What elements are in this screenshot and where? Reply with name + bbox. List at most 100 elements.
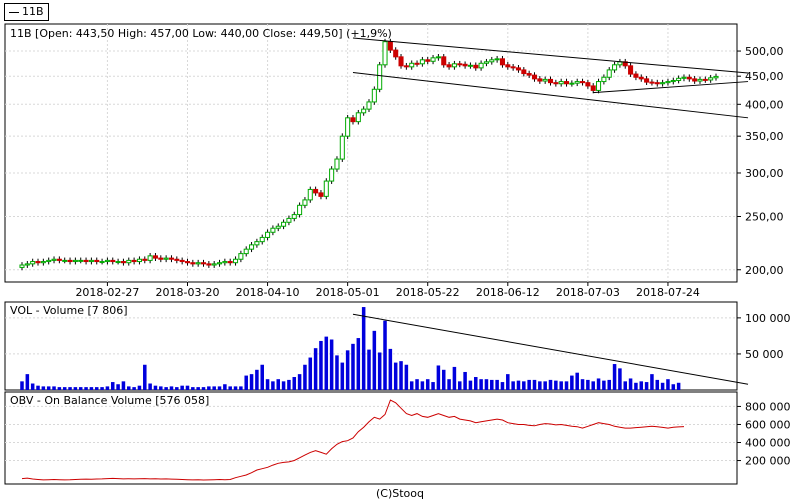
volume-bar: [244, 375, 248, 390]
up-candle: [238, 250, 244, 263]
up-candle: [291, 211, 297, 222]
up-candle: [249, 242, 255, 253]
candle-body: [126, 259, 132, 264]
volume-bar: [447, 379, 451, 390]
legend-ticker: 11B: [22, 5, 44, 18]
candle-body: [168, 257, 175, 260]
down-candle: [580, 78, 586, 86]
volume-bar: [596, 378, 601, 390]
candle-body: [446, 64, 452, 68]
candle-body: [184, 261, 191, 264]
down-candle: [206, 261, 212, 268]
candle-body: [249, 244, 255, 250]
candle-body: [206, 263, 212, 266]
candle-body: [152, 255, 158, 259]
candle-body: [83, 259, 89, 263]
candle-body: [179, 259, 185, 263]
candle-body: [654, 82, 660, 85]
volume-y-tick-label: 50 000: [745, 348, 784, 361]
price-y-tick-label: 250,00: [745, 210, 784, 223]
down-candle: [174, 256, 180, 264]
volume-bar: [586, 379, 590, 390]
volume-bar: [388, 348, 393, 390]
up-candle: [104, 257, 110, 265]
candle-body: [131, 259, 137, 263]
obv-panel-frame: [4, 391, 738, 485]
up-candle: [574, 78, 580, 87]
up-candle: [51, 256, 57, 264]
candle-body: [702, 78, 708, 81]
candle-body: [478, 62, 484, 69]
volume-bar: [671, 384, 676, 390]
up-candle: [483, 58, 489, 67]
obv-y-tick-label: 200 000: [745, 455, 791, 468]
up-candle: [275, 223, 281, 232]
volume-bar: [319, 340, 323, 390]
down-candle: [131, 257, 137, 265]
volume-bar: [276, 379, 281, 390]
volume-bar: [94, 387, 99, 390]
volume-bar: [564, 381, 569, 390]
down-candle: [531, 72, 538, 82]
legend-line-swatch: [9, 11, 19, 13]
x-tick-label: 2018-04-10: [236, 286, 300, 299]
date-x-axis: 2018-02-27 2018-03-20 2018-04-10 2018-05-01…: [75, 282, 700, 299]
volume-bar: [249, 374, 254, 390]
volume-y-tick-label: 100 000: [745, 312, 791, 325]
up-candle: [115, 258, 121, 265]
volume-bar: [153, 385, 158, 390]
volume-bar: [612, 364, 617, 390]
candle-body: [403, 65, 409, 68]
volume-bar: [383, 320, 387, 390]
up-candle: [30, 258, 36, 267]
up-candle: [46, 257, 52, 265]
candle-body: [409, 62, 415, 68]
up-candle: [19, 262, 25, 271]
candle-body: [366, 101, 372, 110]
price-y-tick-label: 350,00: [745, 130, 784, 143]
up-candle: [345, 114, 351, 140]
volume-bar: [52, 386, 56, 390]
candle-body: [483, 61, 489, 64]
volume-bar: [506, 374, 510, 390]
candle-body: [542, 78, 548, 82]
candle-body: [451, 63, 457, 68]
candle-body: [120, 261, 126, 264]
candle-body: [24, 263, 30, 266]
volume-bar: [212, 386, 216, 390]
volume-bar: [329, 339, 334, 390]
candle-body: [345, 117, 351, 137]
volume-bar: [121, 381, 126, 390]
up-candle: [270, 225, 276, 236]
candle-body: [72, 259, 78, 263]
volume-y-axis: 100 000 50 000: [737, 312, 791, 361]
volume-bar: [457, 381, 462, 390]
candle-body: [238, 253, 244, 260]
candle-body: [526, 73, 532, 76]
volume-bar: [292, 377, 297, 390]
candle-body: [216, 262, 223, 265]
candle-body: [430, 57, 436, 62]
legend-box[interactable]: 11B: [4, 3, 49, 21]
down-candle: [441, 54, 447, 68]
up-candle: [670, 77, 676, 85]
up-candle: [489, 56, 495, 65]
candle-body: [638, 76, 644, 80]
volume-bar: [554, 380, 558, 390]
volume-bar: [490, 379, 494, 390]
up-candle: [339, 133, 345, 162]
candle-body: [286, 217, 292, 223]
x-tick-label: 2018-02-27: [75, 286, 139, 299]
down-candle: [654, 79, 660, 87]
up-candle: [243, 246, 249, 257]
volume-bar: [377, 352, 382, 390]
candle-body: [660, 82, 666, 85]
candle-body: [158, 257, 164, 260]
down-candle: [499, 55, 505, 68]
price-y-tick-label: 500,00: [745, 45, 784, 58]
candle-body: [612, 64, 618, 71]
down-candle: [168, 255, 175, 263]
down-candle: [110, 257, 116, 265]
candle-body: [441, 56, 447, 66]
candle-body: [275, 225, 281, 229]
